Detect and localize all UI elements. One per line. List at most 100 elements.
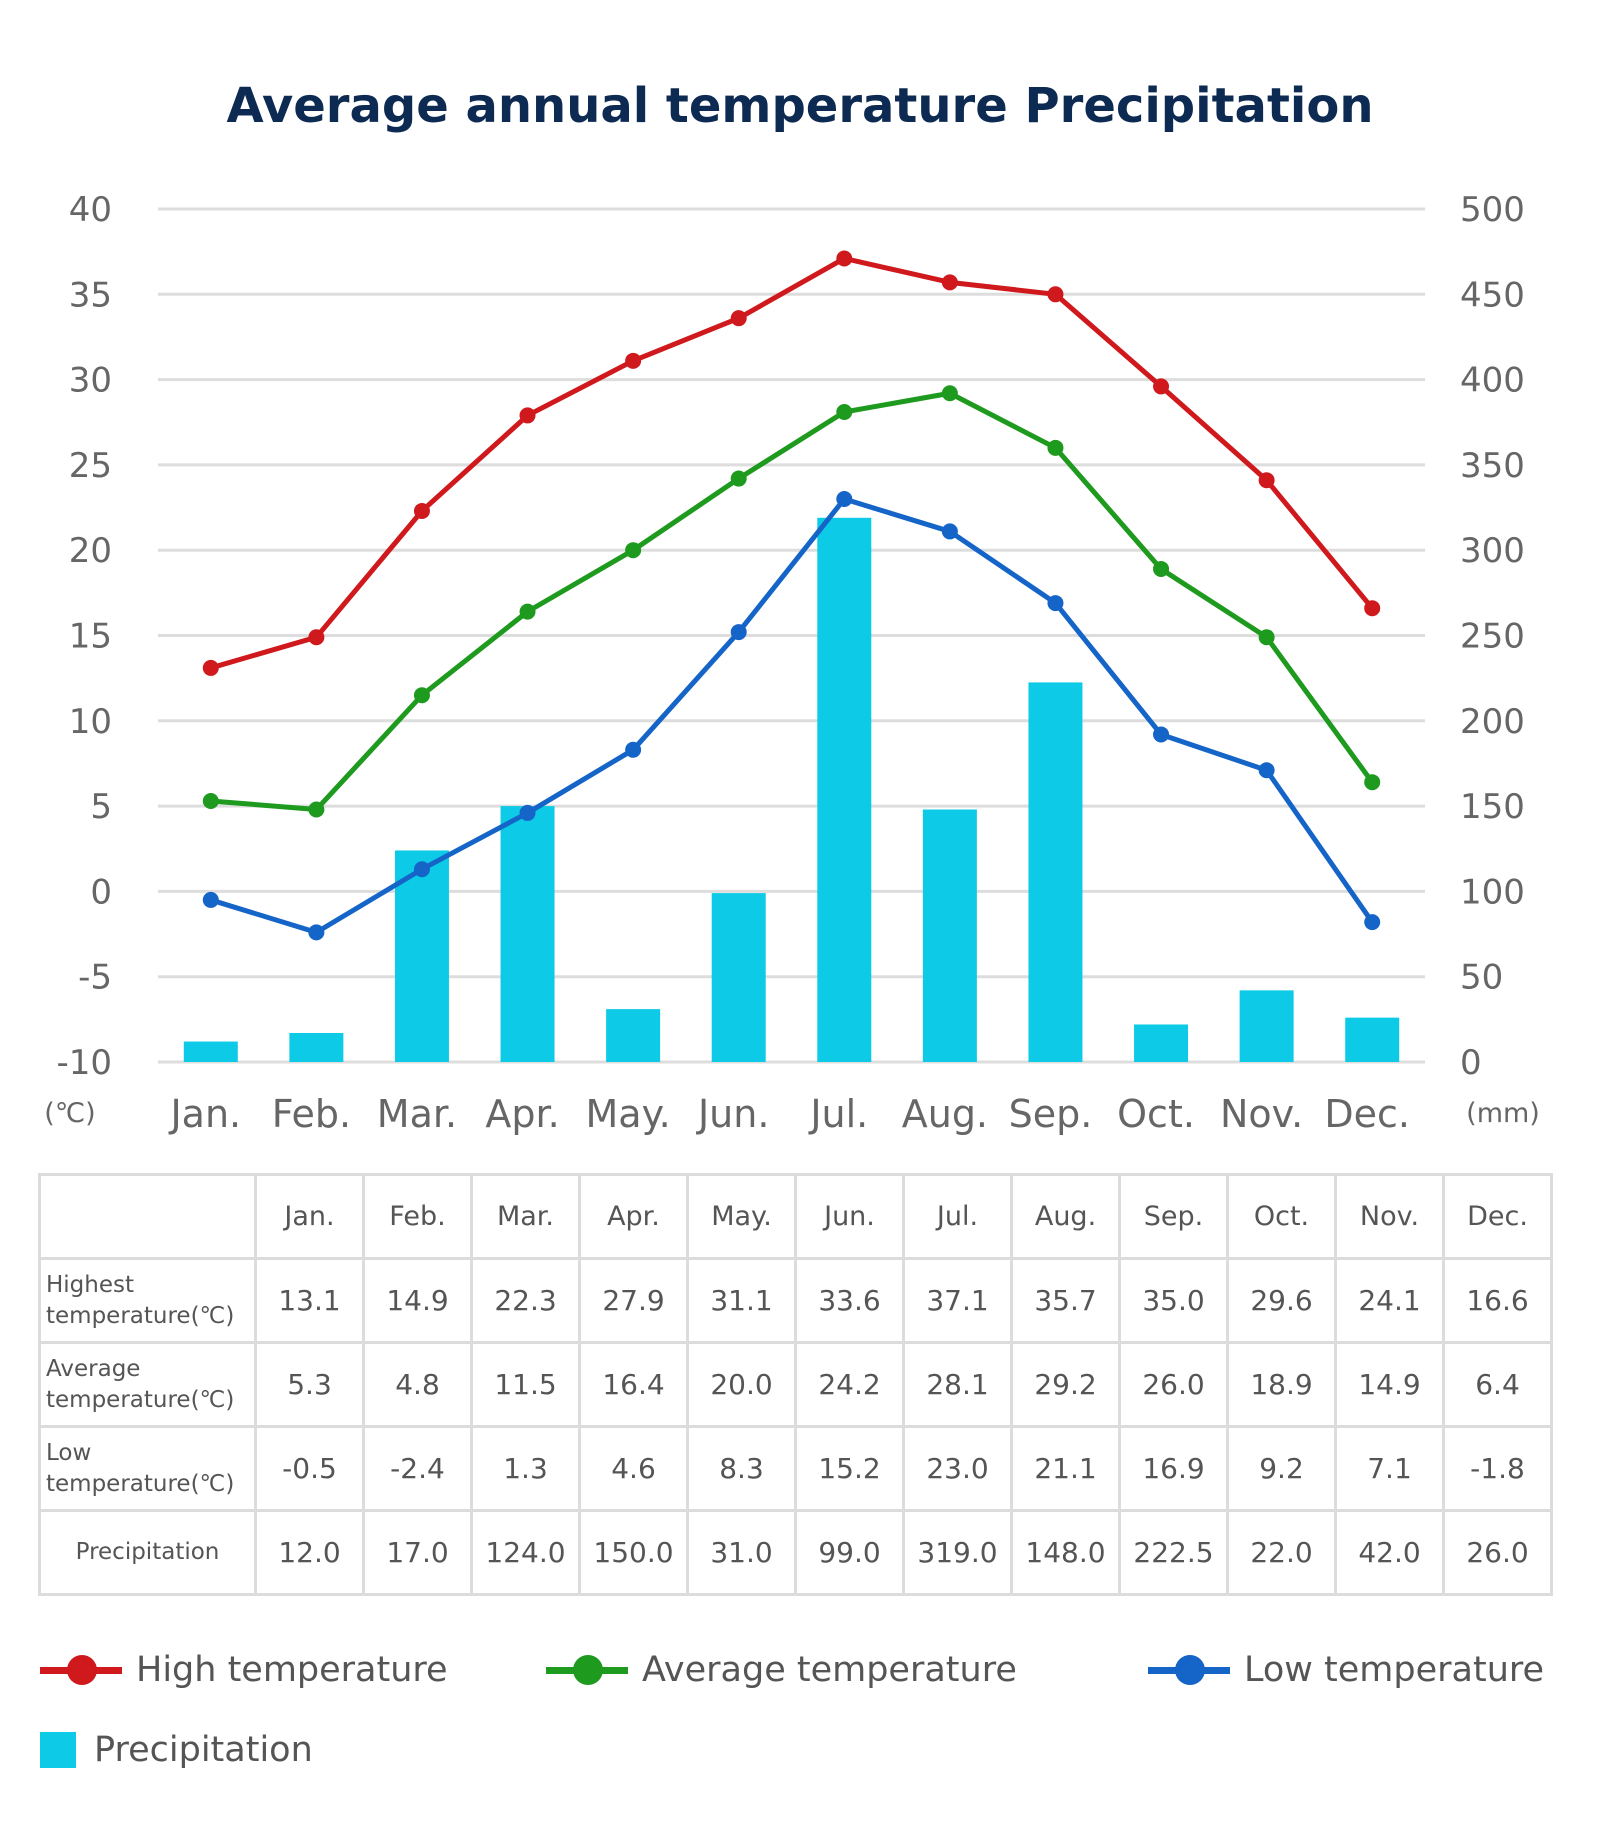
low-temperature-line <box>210 496 1375 935</box>
average-temperature-point <box>308 801 325 818</box>
legend-marker-average <box>546 1650 628 1690</box>
table-cell: 124.0 <box>470 1509 581 1596</box>
average-temperature-point <box>413 687 430 704</box>
table-header-cell: May. <box>686 1173 797 1260</box>
y-right-tick-label: 0 <box>1460 1043 1482 1083</box>
y-right-tick-label: 500 <box>1460 190 1525 230</box>
y-left-tick-label: 0 <box>90 872 112 912</box>
table-header-cell: Sep. <box>1118 1173 1229 1260</box>
x-tick-label: Dec. <box>1324 1092 1410 1136</box>
table-cell: 16.9 <box>1118 1425 1229 1512</box>
table-header-cell: Jul. <box>902 1173 1013 1260</box>
table-cell: 150.0 <box>578 1509 689 1596</box>
precipitation-bar <box>1134 1024 1189 1062</box>
legend-item-high: High temperature <box>40 1650 448 1690</box>
low-temperature-point <box>1258 762 1275 779</box>
low-temperature-point <box>1047 595 1064 612</box>
row-label-line1: Average <box>46 1355 141 1382</box>
low-temperature-point <box>1364 914 1381 931</box>
high-temperature-point <box>625 352 642 369</box>
table-cell: 29.2 <box>1010 1341 1121 1428</box>
legend-label-precipitation: Precipitation <box>94 1730 313 1770</box>
low-temperature-point <box>308 924 325 941</box>
table-cell: -2.4 <box>362 1425 473 1512</box>
table-cell: 24.2 <box>794 1341 905 1428</box>
row-label-average: Average temperature(℃) <box>38 1341 257 1428</box>
high-temperature-point <box>730 310 747 327</box>
average-temperature-point <box>202 792 219 809</box>
table-cell: 4.6 <box>578 1425 689 1512</box>
legend-item-precipitation: Precipitation <box>40 1730 313 1770</box>
high-temperature-point <box>836 250 853 267</box>
high-temperature-point <box>941 274 958 291</box>
average-temperature-point <box>519 603 536 620</box>
y-left-tick-label: -5 <box>78 958 112 998</box>
x-tick-label: Jul. <box>808 1092 868 1136</box>
table-header-cell: Feb. <box>362 1173 473 1260</box>
table-cell: 16.6 <box>1442 1257 1553 1344</box>
table-cell: 9.2 <box>1226 1425 1337 1512</box>
y-right-tick-label: 100 <box>1460 872 1525 912</box>
y-left-tick-label: 20 <box>69 531 112 571</box>
y-right-unit: (mm) <box>1466 1098 1540 1129</box>
table-cell: 13.1 <box>254 1257 365 1344</box>
table-cell: 23.0 <box>902 1425 1013 1512</box>
precipitation-bar <box>1028 682 1083 1062</box>
y-right-tick-label: 200 <box>1460 702 1525 742</box>
high-temperature-point <box>202 659 219 676</box>
row-label-line2: temperature(℃) <box>46 1302 235 1329</box>
average-temperature-point <box>625 542 642 559</box>
table-row-average: Average temperature(℃) 5.3 4.8 11.5 16.4 … <box>38 1341 1553 1428</box>
legend-label-average: Average temperature <box>642 1650 1017 1690</box>
high-temperature-point <box>1258 472 1275 489</box>
table-cell: 26.0 <box>1118 1341 1229 1428</box>
low-temperature-point <box>413 861 430 878</box>
table-cell: 5.3 <box>254 1341 365 1428</box>
table-cell: -0.5 <box>254 1425 365 1512</box>
y-left-unit: (℃) <box>44 1098 95 1129</box>
table-cell: 17.0 <box>362 1509 473 1596</box>
data-table: Jan. Feb. Mar. Apr. May. Jun. Jul. Aug. … <box>38 1173 1553 1596</box>
y-right-tick-label: 450 <box>1460 275 1525 315</box>
table-cell: 20.0 <box>686 1341 797 1428</box>
combo-chart: Average annual temperature Precipitation… <box>44 78 1540 1136</box>
legend-item-average: Average temperature <box>546 1650 1017 1690</box>
precipitation-bar <box>394 850 449 1062</box>
row-label-line1: Highest <box>46 1271 135 1298</box>
y-right-tick-label: 250 <box>1460 617 1525 657</box>
high-temperature-point <box>308 629 325 646</box>
x-tick-label: Nov. <box>1220 1092 1303 1136</box>
table-cell: -1.8 <box>1442 1425 1553 1512</box>
y-right-tick-label: 150 <box>1460 787 1525 827</box>
table-cell: 222.5 <box>1118 1509 1229 1596</box>
y-left-tick-label: 25 <box>69 446 112 486</box>
y-left-tick-label: 10 <box>69 702 112 742</box>
precipitation-bar <box>817 517 872 1062</box>
table-cell: 18.9 <box>1226 1341 1337 1428</box>
table-header-cell: Nov. <box>1334 1173 1445 1260</box>
table-corner-cell <box>38 1173 257 1260</box>
table-cell: 31.1 <box>686 1257 797 1344</box>
average-temperature-point <box>730 470 747 487</box>
table-cell: 42.0 <box>1334 1509 1445 1596</box>
table-cell: 33.6 <box>794 1257 905 1344</box>
x-tick-label: Aug. <box>902 1092 988 1136</box>
high-temperature-point <box>413 502 430 519</box>
y-left-tick-label: 40 <box>69 190 112 230</box>
y-right-tick-label: 50 <box>1460 958 1503 998</box>
table-cell: 37.1 <box>902 1257 1013 1344</box>
table-cell: 28.1 <box>902 1341 1013 1428</box>
precipitation-bar <box>922 809 977 1062</box>
table-cell: 4.8 <box>362 1341 473 1428</box>
low-temperature-point <box>941 523 958 540</box>
row-label-line1: Low <box>46 1439 92 1466</box>
legend-marker-precipitation <box>40 1732 76 1768</box>
low-temperature-point <box>836 491 853 508</box>
row-label-low: Low temperature(℃) <box>38 1425 257 1512</box>
precipitation-bar <box>289 1032 344 1062</box>
chart-title: Average annual temperature Precipitation <box>227 78 1374 134</box>
y-right-tick-label: 300 <box>1460 531 1525 571</box>
low-temperature-point <box>730 624 747 641</box>
x-tick-label: Jan. <box>168 1092 241 1136</box>
table-cell: 24.1 <box>1334 1257 1445 1344</box>
